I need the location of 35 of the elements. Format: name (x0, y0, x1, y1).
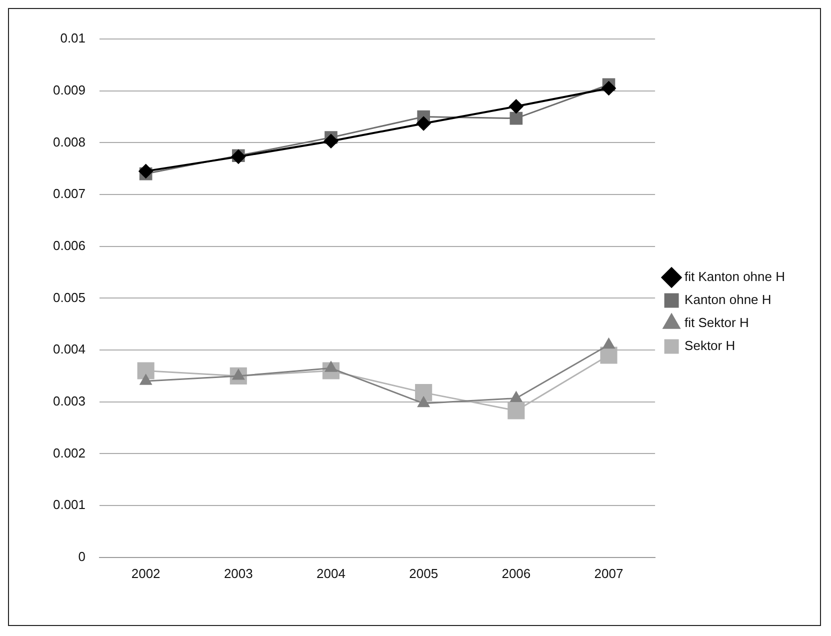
y-tick-label: 0.009 (52, 82, 86, 98)
y-tick-label: 0 (78, 548, 86, 564)
point (415, 384, 432, 402)
point (138, 164, 153, 178)
y-tick-label: 0.001 (52, 497, 86, 512)
y-tick-label: 0.01 (60, 30, 86, 46)
x-tick-label: 2004 (316, 566, 346, 581)
x-tick-label: 2002 (131, 566, 160, 581)
point (510, 392, 522, 402)
point (602, 338, 615, 349)
y-tick-label: 0.006 (52, 238, 86, 253)
point (600, 346, 618, 364)
x-tick-label: 2006 (502, 566, 531, 581)
y-tick-label: 0.007 (52, 186, 86, 202)
y-tick-label: 0.005 (52, 290, 86, 305)
point (509, 99, 524, 114)
point (324, 134, 338, 148)
y-tick-label: 0.008 (52, 134, 86, 150)
y-tick-label: 0.002 (52, 445, 86, 460)
legend-label: fit Kanton ohne H (684, 269, 786, 284)
legend-label: fit Sektor H (684, 315, 749, 330)
point (140, 374, 152, 385)
y-tick-label: 0.003 (52, 393, 86, 408)
point (137, 362, 154, 380)
point (418, 396, 430, 408)
legend-label: Kanton ohne H (684, 292, 772, 308)
point (416, 116, 431, 130)
x-tick-label: 2007 (594, 566, 624, 581)
y-tick-label: 0.004 (52, 342, 86, 357)
x-tick-label: 2003 (224, 566, 253, 581)
point (508, 402, 525, 420)
legend-label: Sektor H (684, 338, 736, 354)
x-tick-label: 2005 (409, 566, 438, 581)
point (602, 81, 616, 96)
point (510, 112, 523, 125)
